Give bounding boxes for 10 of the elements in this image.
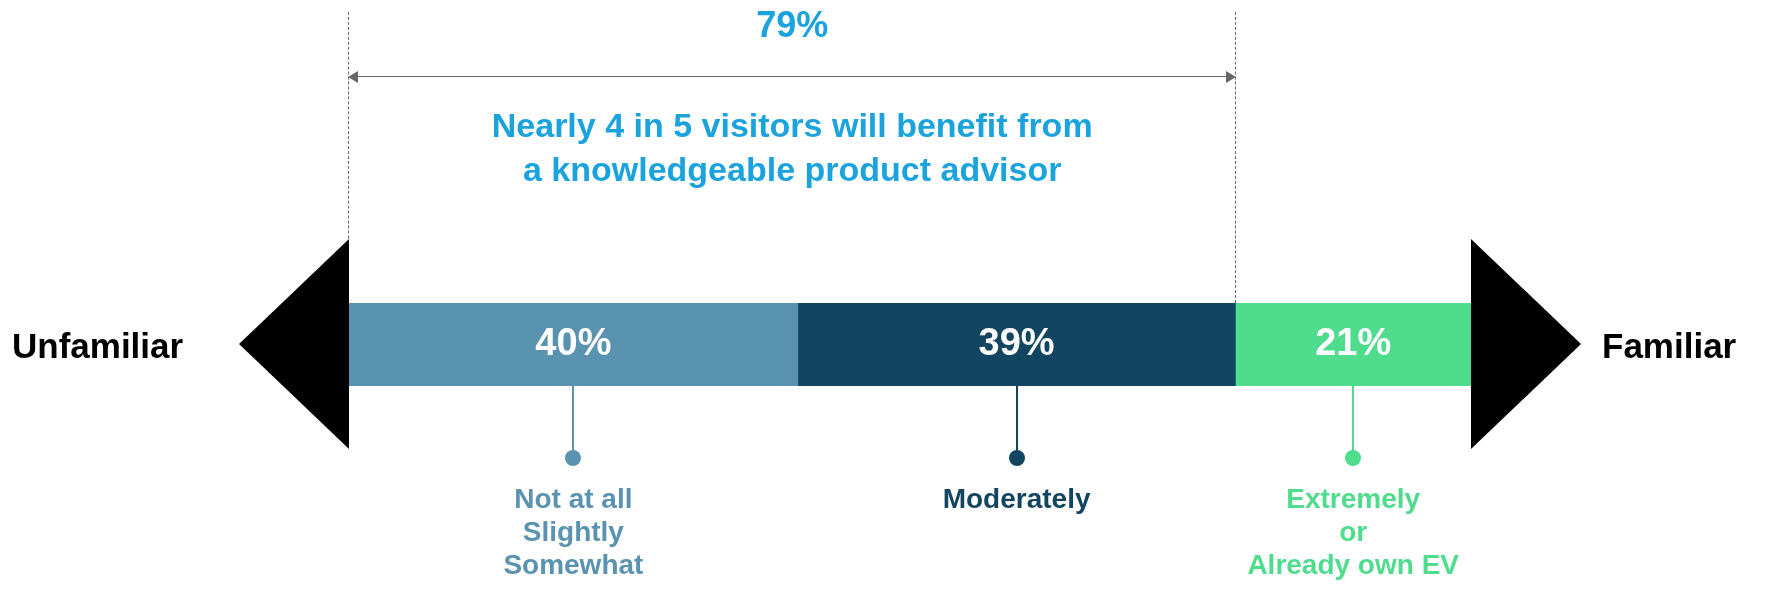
data-label: 40% (535, 320, 612, 363)
text: 79% (755, 4, 830, 46)
data-label: 21% (1315, 320, 1392, 363)
text: Familiar (1602, 326, 1737, 366)
text: Nearly 4 in 5 visitors will benefit from a knowledgeable product advisor (490, 105, 1094, 190)
legend-label: Moderately (941, 482, 1092, 515)
legend-label: Extremely or Already own EV (1246, 482, 1460, 581)
text: Unfamiliar (12, 326, 184, 366)
legend-label: Not at all Slightly Somewhat (502, 482, 645, 581)
data-label: 39% (978, 320, 1055, 363)
